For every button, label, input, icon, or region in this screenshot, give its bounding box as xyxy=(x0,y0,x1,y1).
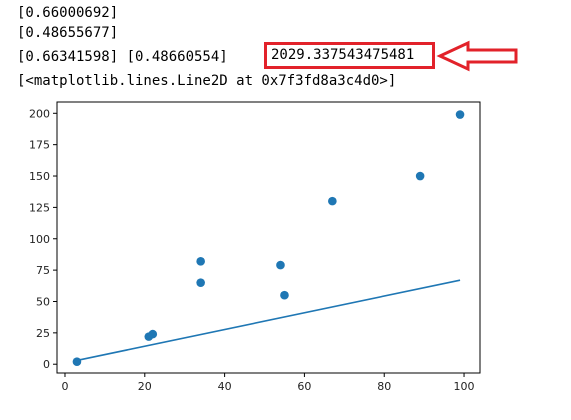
output-line-4: [<matplotlib.lines.Line2D at 0x7f3fd8a3c… xyxy=(17,73,397,89)
y-tick-label: 125 xyxy=(29,201,50,214)
scatter-point xyxy=(415,171,425,181)
y-tick-label: 200 xyxy=(29,107,50,120)
y-tick-label: 100 xyxy=(29,233,50,246)
scatter-plot: 0 25 50 75 100 125 150 175 200 0 20 40 60 80 100 xyxy=(29,101,481,393)
y-tick-label: 150 xyxy=(29,170,50,183)
y-tick-label: 25 xyxy=(36,327,50,340)
output-line-1: [0.66000692] xyxy=(17,5,119,21)
scatter-point xyxy=(72,357,82,367)
x-tick-label: 100 xyxy=(454,380,475,393)
y-tick-label: 50 xyxy=(36,295,50,308)
scatter-point xyxy=(148,329,158,339)
x-tick-label: 40 xyxy=(218,380,232,393)
output-line-3: [0.66341598] [0.48660554] xyxy=(17,49,228,65)
highlighted-value-box: 2029.337543475481 xyxy=(264,42,435,69)
y-tick-label: 175 xyxy=(29,139,50,152)
fit-line-series xyxy=(76,279,461,362)
x-tick-label: 20 xyxy=(138,380,152,393)
x-tick-label: 80 xyxy=(377,380,391,393)
scatter-point xyxy=(455,110,465,119)
red-arrow-icon xyxy=(436,40,518,72)
x-axis-ticks: 0 20 40 60 80 100 xyxy=(61,373,475,393)
scatter-point xyxy=(276,260,285,270)
plot-frame xyxy=(56,101,481,374)
y-tick-label: 0 xyxy=(43,358,50,371)
y-tick-label: 75 xyxy=(36,264,50,277)
output-line-2: [0.48655677] xyxy=(17,25,119,41)
x-tick-label: 60 xyxy=(297,380,311,393)
scatter-series xyxy=(72,110,465,367)
scatter-point xyxy=(280,290,289,300)
arrow-outline xyxy=(436,40,518,72)
x-tick-label: 0 xyxy=(61,380,68,393)
scatter-point xyxy=(196,257,205,266)
scatter-point xyxy=(196,278,205,287)
scatter-point xyxy=(328,196,337,206)
y-axis-ticks: 0 25 50 75 100 125 150 175 200 xyxy=(29,107,57,371)
fit-line xyxy=(76,279,461,362)
